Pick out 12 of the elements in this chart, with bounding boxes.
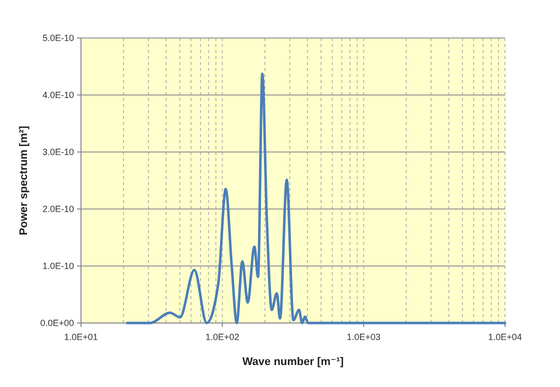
x-tick-label: 1.0E+04 xyxy=(488,332,522,342)
x-axis-title: Wave number [m⁻¹] xyxy=(242,356,344,368)
y-tick-label: 3.0E-10 xyxy=(42,147,74,158)
x-tick-label: 1.0E+02 xyxy=(205,332,240,342)
y-tick-label: 2.0E-10 xyxy=(42,204,74,214)
x-tick-label: 1.0E+01 xyxy=(64,332,98,342)
y-tick-label: 5.0E-10 xyxy=(42,33,74,44)
y-tick-label: 1.0E-10 xyxy=(42,261,74,272)
y-axis-title: Power spectrum [m²] xyxy=(18,125,30,236)
y-tick-label: 4.0E-10 xyxy=(42,90,74,100)
x-tick-label: 1.0E+03 xyxy=(346,332,381,342)
y-tick-label: 0.0E+00 xyxy=(40,318,74,328)
